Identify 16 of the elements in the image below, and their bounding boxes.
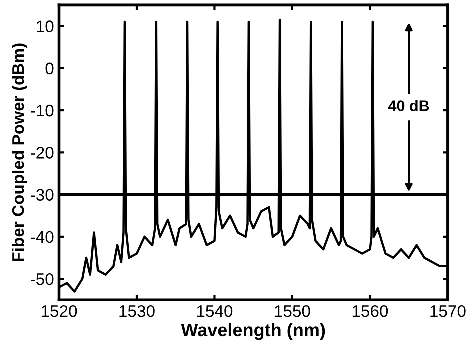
x-tick-label: 1520 [42,305,78,318]
x-axis-title: Wavelength (nm) [181,323,326,340]
y-tick-label: 10 [37,20,54,32]
y-tick-label: -40 [31,231,54,244]
x-tick-label: 1530 [120,305,155,318]
x-tick-label: 1560 [352,305,388,318]
annotation: 40 dB [388,100,430,112]
x-tick-label: 1540 [197,305,233,318]
y-tick-label: -50 [31,273,54,286]
x-tick-label: 1550 [275,305,310,318]
y-tick-label: -20 [31,147,54,159]
x-tick-label: 1570 [430,305,466,318]
y-tick-label: -10 [31,104,54,117]
y-tick-label: -30 [31,189,54,202]
y-axis-title: Fiber Coupled Power (dBm) [12,44,28,262]
y-tick-label: 0 [46,62,54,75]
